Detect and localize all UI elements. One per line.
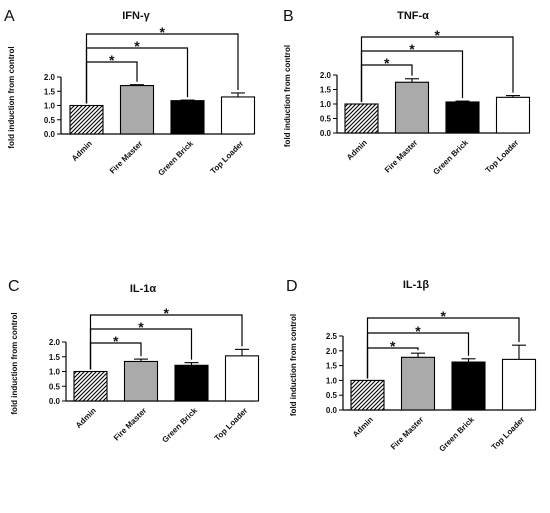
panel-letter: C — [8, 278, 20, 295]
bar-green-brick — [451, 361, 486, 411]
significance-star: * — [390, 338, 396, 354]
significance-bracket — [85, 33, 239, 104]
significance-star: * — [164, 305, 170, 321]
panel-letter: A — [4, 8, 15, 25]
y-tick-label: 1.0 — [326, 376, 338, 385]
y-tick-label: 0.5 — [49, 382, 61, 391]
x-tick-label: Admin — [74, 406, 98, 430]
y-tick-label: 2.5 — [326, 332, 338, 341]
x-tick-label: Fire Master — [108, 139, 145, 176]
y-tick-label: 2.0 — [320, 71, 332, 80]
y-tick-label: 0.5 — [326, 391, 338, 400]
y-tick-label: 0.0 — [326, 406, 338, 415]
bar-green-brick — [174, 364, 209, 402]
y-tick-label: 1.0 — [320, 100, 332, 109]
bar-top-loader — [224, 355, 260, 402]
bar-fire-master — [119, 85, 155, 135]
panel-b: B TNF-α 0.0 0.5 1.0 1.5 2.0 fold induction from… — [283, 8, 531, 177]
y-tick-label: 1.5 — [326, 362, 338, 371]
significance-star: * — [384, 55, 390, 71]
panel-title: IL-1α — [130, 283, 157, 295]
y-tick-label: 0.5 — [320, 115, 332, 124]
panel-a: A IFN-γ 0.0 0.5 1.0 1.5 2.0 fold induction from… — [4, 8, 256, 178]
significance-star: * — [113, 333, 119, 349]
y-tick-label: 1.5 — [49, 353, 61, 362]
x-tick-label: Green Brick — [160, 406, 199, 445]
x-tick-label: Green Brick — [156, 139, 195, 178]
panel-d: D IL-1β 0.0 0.5 1.0 1.5 2.0 2.5 fold induction f… — [286, 278, 537, 454]
bar-green-brick — [170, 100, 205, 135]
bar-green-brick — [445, 101, 480, 134]
x-tick-label: Admin — [351, 415, 375, 439]
panel-title: IFN-γ — [122, 10, 150, 22]
panel-c: C IL-1α 0.0 0.5 1.0 1.5 2.0 fold induction from… — [8, 278, 260, 445]
x-tick-label: Green Brick — [437, 415, 476, 454]
bar-admin — [350, 379, 385, 411]
x-tick-label: Top Loader — [490, 415, 527, 452]
y-axis-title: fold induction from control — [289, 314, 298, 416]
significance-star: * — [441, 308, 447, 324]
y-tick-label: 1.0 — [49, 368, 61, 377]
y-tick-label: 1.5 — [320, 86, 332, 95]
x-tick-label: Top Loader — [484, 138, 521, 175]
y-tick-label: 0.0 — [49, 397, 61, 406]
bar-fire-master — [394, 81, 430, 134]
x-tick-label: Fire Master — [383, 138, 420, 175]
panel-title: TNF-α — [397, 10, 429, 22]
bar-admin — [73, 370, 108, 402]
y-axis-title: fold induction from control — [7, 46, 16, 148]
significance-star: * — [435, 27, 441, 43]
significance-bracket — [366, 317, 520, 379]
x-tick-label: Green Brick — [431, 138, 470, 177]
bar-admin — [69, 104, 104, 135]
x-tick-label: Fire Master — [389, 415, 426, 452]
y-axis-title: fold induction from control — [283, 45, 292, 147]
x-tick-label: Fire Master — [112, 406, 149, 443]
significance-star: * — [109, 52, 115, 68]
significance-star: * — [134, 38, 140, 54]
significance-star: * — [160, 24, 166, 40]
x-tick-label: Admin — [70, 139, 94, 163]
y-tick-label: 1.5 — [44, 87, 56, 96]
y-tick-label: 2.0 — [326, 347, 338, 356]
significance-bracket — [360, 36, 514, 102]
significance-star: * — [415, 323, 421, 339]
y-axis-title: fold induction from control — [10, 312, 19, 414]
bar-admin — [344, 103, 379, 134]
y-tick-label: 0.5 — [44, 116, 56, 125]
panel-letter: D — [286, 278, 298, 295]
x-tick-label: Top Loader — [213, 406, 250, 443]
panel-letter: B — [283, 8, 294, 25]
significance-star: * — [409, 41, 415, 57]
x-tick-label: Top Loader — [209, 139, 246, 176]
significance-bracket — [89, 314, 243, 370]
x-tick-label: Admin — [345, 138, 369, 162]
bar-fire-master — [123, 360, 159, 402]
bar-top-loader — [495, 96, 531, 134]
bar-top-loader — [220, 96, 256, 135]
bar-fire-master — [400, 356, 436, 411]
y-tick-label: 1.0 — [44, 102, 56, 111]
panel-title: IL-1β — [403, 279, 430, 291]
y-tick-label: 2.0 — [49, 338, 61, 347]
y-tick-label: 2.0 — [44, 73, 56, 82]
significance-star: * — [138, 319, 144, 335]
bar-top-loader — [501, 358, 537, 411]
y-tick-label: 0.0 — [44, 130, 56, 139]
y-tick-label: 0.0 — [320, 129, 332, 138]
